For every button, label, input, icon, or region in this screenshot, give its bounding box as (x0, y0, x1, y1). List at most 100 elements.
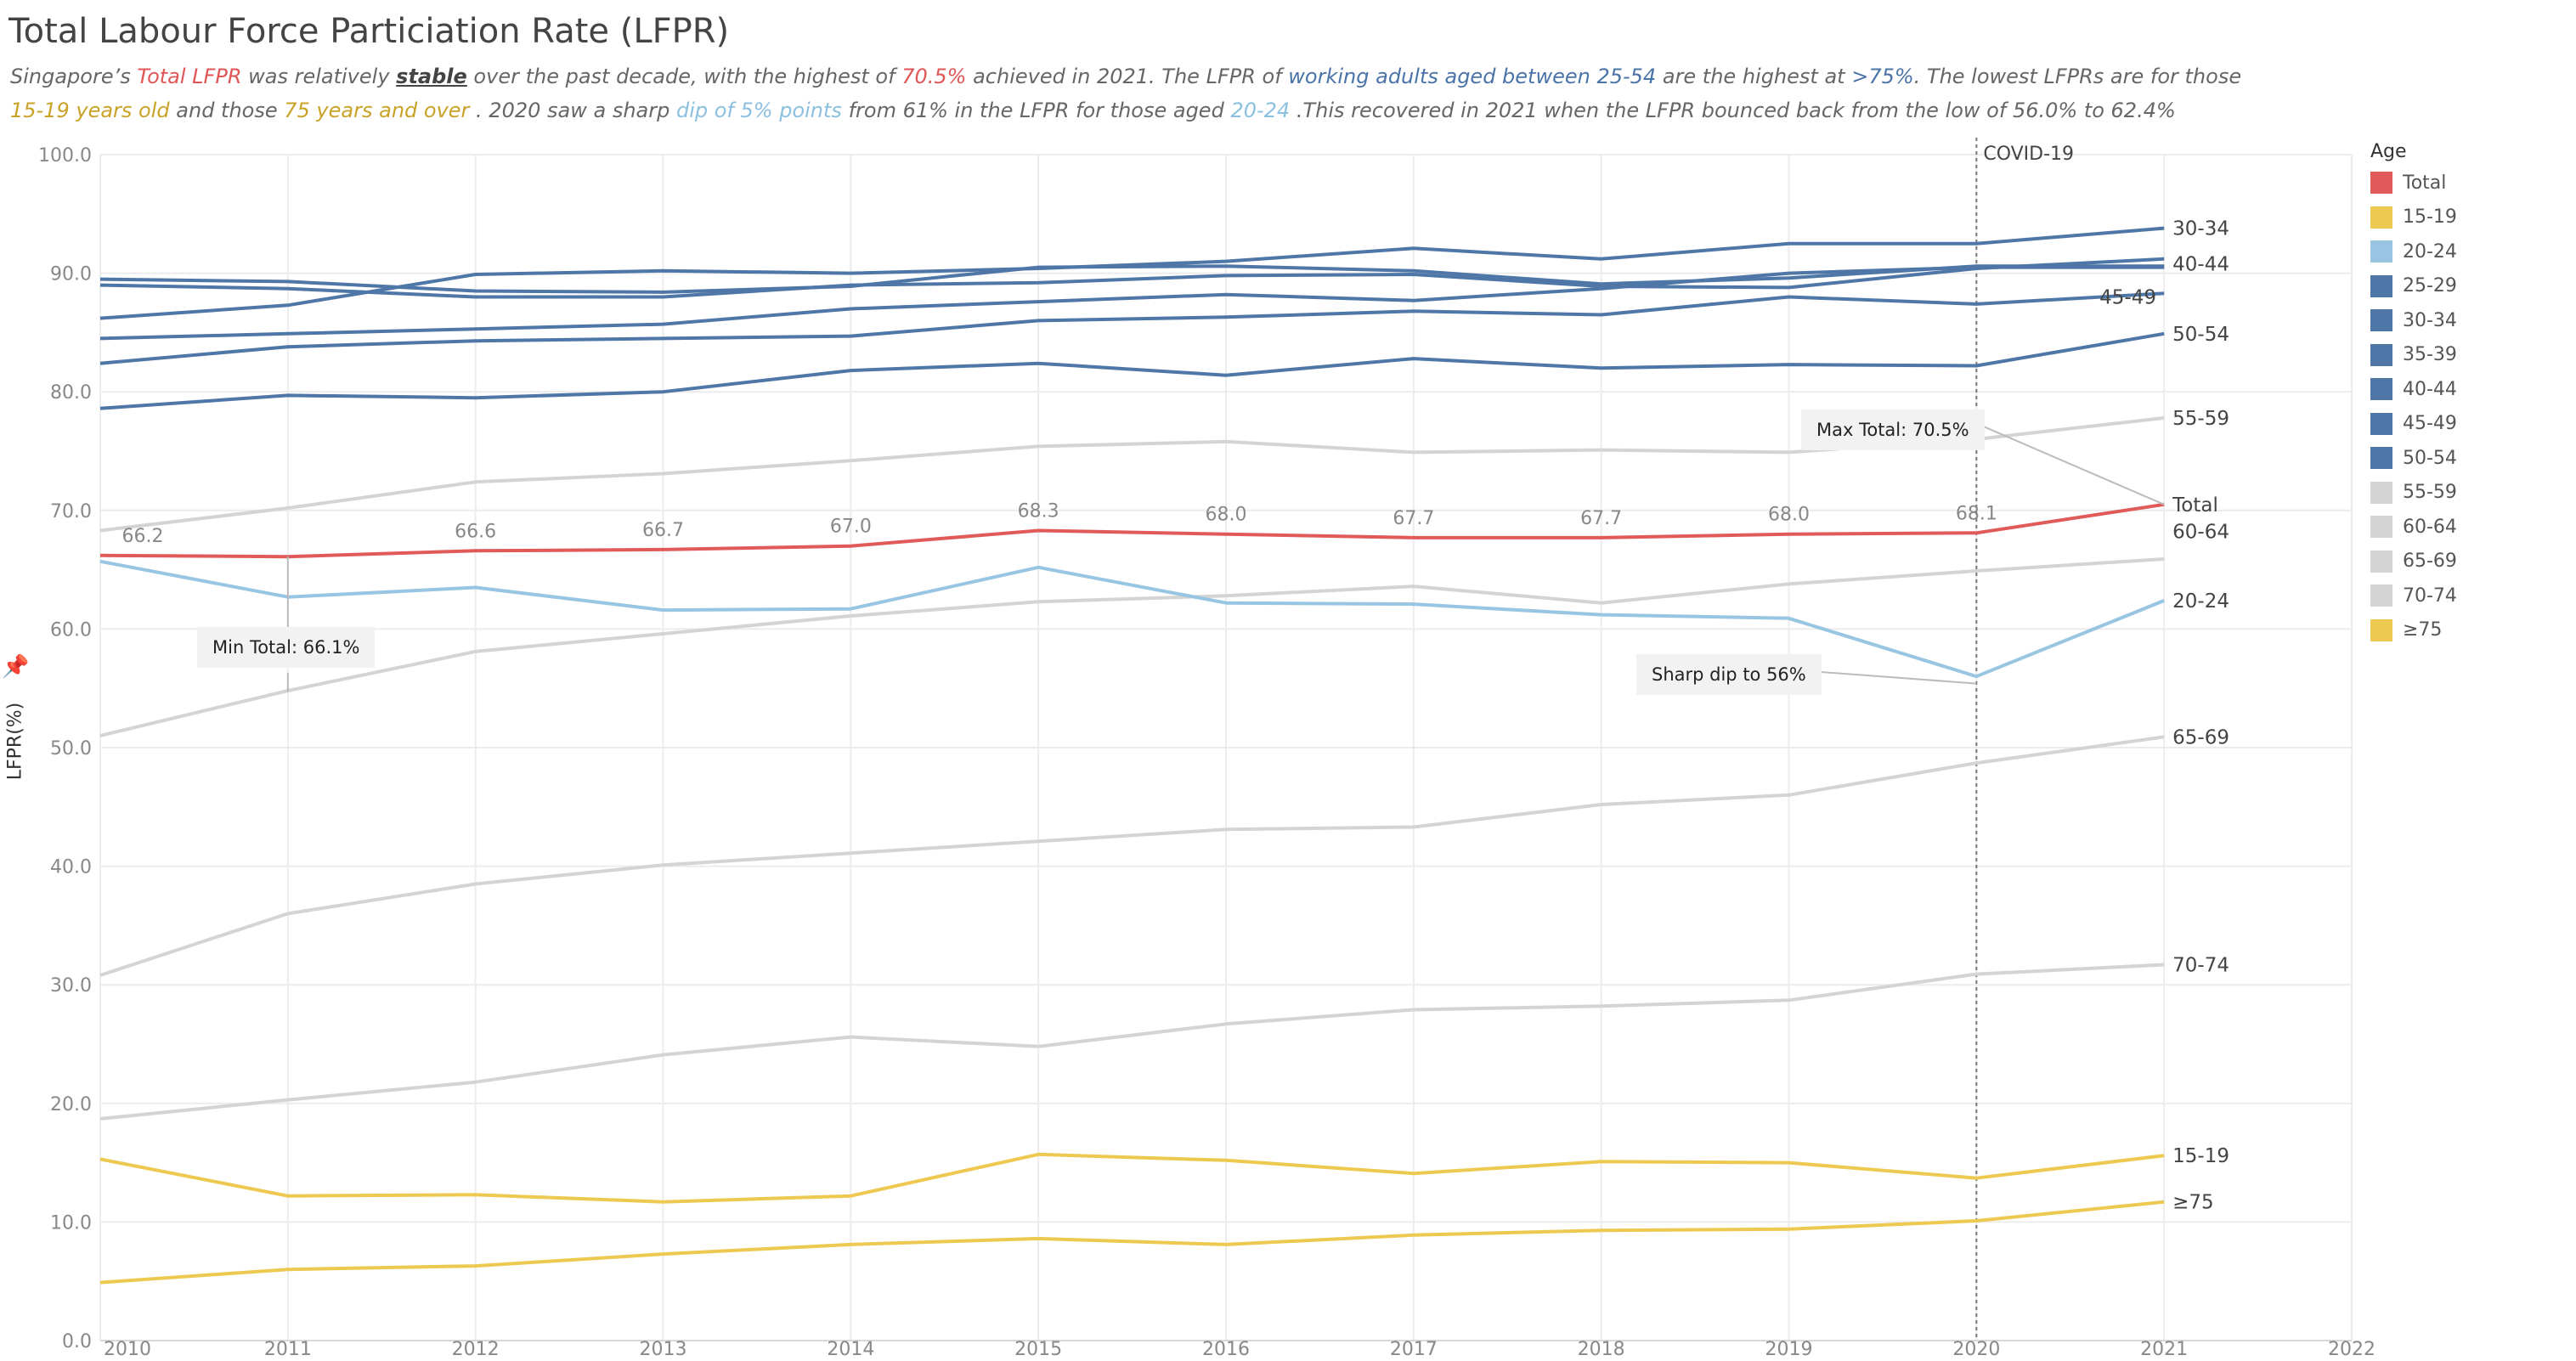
subtitle-line-1: Singapore’s Total LFPR was relatively st… (10, 59, 2355, 93)
x-tick-label: 2017 (1390, 1339, 1438, 1360)
subtitle-highlight-stable: stable (396, 65, 467, 88)
annotation-connectors (286, 424, 2165, 692)
total-point-label: 67.7 (1393, 508, 1434, 529)
legend-swatch (2370, 240, 2392, 263)
legend-swatch (2370, 618, 2392, 641)
end-label-30-34: 30-34 (2172, 218, 2229, 240)
subtitle-highlight-75-over: 75 years and over (284, 99, 470, 122)
annotation-callout: Sharp dip to 56% (1636, 654, 1822, 695)
subtitle-text: are the highest at (1656, 65, 1852, 88)
legend-swatch (2370, 343, 2392, 366)
series-line-20-24 (99, 559, 2165, 679)
total-point-label: 68.0 (1206, 505, 1247, 526)
end-label-65-69: 65-69 (2172, 726, 2229, 748)
total-point-label: 66.2 (122, 526, 164, 547)
legend-items: Total 15-19 20-24 25-29 30-34 35-39 40-44 45-49… (2370, 166, 2457, 647)
legend-swatch (2370, 447, 2392, 470)
y-tick-label: 0.0 (62, 1331, 92, 1353)
y-axis-label-wrap: LFPR(%) (2, 697, 36, 782)
legend-item[interactable]: 20-24 (2370, 234, 2457, 269)
legend-swatch (2370, 550, 2392, 573)
x-tick-label: 2018 (1578, 1339, 1625, 1360)
legend-swatch (2370, 481, 2392, 504)
legend-swatch (2370, 309, 2392, 332)
legend-label: 55-59 (2403, 482, 2457, 504)
series-line-45-49 (99, 291, 2165, 365)
chart-title: Total Labour Force Particiation Rate (LF… (8, 12, 730, 51)
series-line-35-39 (99, 257, 2165, 299)
series-line-40-44 (99, 265, 2165, 341)
legend-label: 15-19 (2403, 206, 2457, 229)
end-label-≥75: ≥75 (2172, 1192, 2214, 1214)
legend-item[interactable]: 45-49 (2370, 407, 2457, 442)
legend-label: 35-39 (2403, 344, 2457, 366)
subtitle-text: Singapore’s (10, 65, 138, 88)
legend-item[interactable]: 30-34 (2370, 303, 2457, 338)
chart-subtitle: Singapore’s Total LFPR was relatively st… (10, 59, 2355, 127)
y-tick-label: 40.0 (50, 857, 92, 878)
legend-label: 40-44 (2403, 378, 2457, 400)
series-line-70-74 (99, 963, 2165, 1121)
x-tick-label: 2010 (104, 1339, 151, 1360)
legend-item[interactable]: 15-19 (2370, 200, 2457, 235)
y-axis-ticks: 0.0 10.0 20.0 30.0 40.0 50.0 60.0 70.0 80.0 90.0 1… (38, 145, 92, 1353)
connector-max (1979, 424, 2165, 505)
legend-item[interactable]: 35-39 (2370, 338, 2457, 373)
covid-label: COVID-19 (1983, 144, 2074, 165)
series-line-25-29 (99, 264, 2165, 294)
legend-swatch (2370, 584, 2392, 607)
legend-item[interactable]: Total (2370, 166, 2457, 200)
end-label-45-49: 45-49 (2099, 287, 2156, 309)
subtitle-highlight-15-19: 15-19 years old (10, 99, 170, 122)
x-axis-ticks: 2010 2011 2012 2013 2014 2015 2016 2017 2018 2019… (104, 1339, 2375, 1360)
subtitle-highlight-max: 70.5% (901, 65, 967, 88)
subtitle-text: . The lowest LFPRs are for those (1913, 65, 2242, 88)
covid-reference-line: COVID-19 (1975, 138, 2074, 1341)
total-point-label: 67.0 (830, 517, 872, 538)
legend-item[interactable]: ≥75 (2370, 613, 2457, 648)
legend-swatch (2370, 274, 2392, 297)
legend-swatch (2370, 516, 2392, 539)
end-label-20-24: 20-24 (2172, 590, 2229, 613)
legend-item[interactable]: 50-54 (2370, 441, 2457, 476)
legend-item[interactable]: 55-59 (2370, 476, 2457, 511)
subtitle-highlight-dip: dip of 5% points (675, 99, 842, 122)
subtitle-highlight-20-24: 20-24 (1230, 99, 1291, 122)
subtitle-text: . 2020 saw a sharp (469, 99, 676, 122)
x-tick-label: 2012 (452, 1339, 500, 1360)
y-tick-label: 60.0 (50, 619, 92, 641)
subtitle-highlight-75: >75% (1851, 65, 1914, 88)
y-tick-label: 10.0 (50, 1212, 92, 1234)
annotation-callout: Max Total: 70.5% (1801, 409, 1985, 450)
total-point-label: 68.1 (1956, 503, 1997, 524)
subtitle-line-2: 15-19 years old and those 75 years and o… (10, 93, 2355, 127)
y-tick-label: 20.0 (50, 1094, 92, 1115)
legend-label: 70-74 (2403, 584, 2457, 607)
x-tick-label: 2011 (264, 1339, 312, 1360)
y-tick-label: 50.0 (50, 738, 92, 760)
legend-label: 20-24 (2403, 240, 2457, 263)
legend-swatch (2370, 378, 2392, 401)
end-label-55-59: 55-59 (2172, 408, 2229, 430)
legend-label: 50-54 (2403, 447, 2457, 469)
legend-item[interactable]: 70-74 (2370, 579, 2457, 613)
legend-item[interactable]: 65-69 (2370, 545, 2457, 579)
end-label-60-64: 60-64 (2172, 522, 2229, 544)
legend-label: 30-34 (2403, 309, 2457, 331)
x-tick-label: 2016 (1202, 1339, 1250, 1360)
legend-item[interactable]: 40-44 (2370, 372, 2457, 407)
legend-title: Age (2370, 141, 2407, 162)
x-tick-label: 2014 (827, 1339, 874, 1360)
pin-icon[interactable]: 📌 (2, 654, 30, 680)
legend-item[interactable]: 60-64 (2370, 510, 2457, 545)
legend-item[interactable]: 25-29 (2370, 269, 2457, 304)
legend-label: ≥75 (2403, 619, 2443, 641)
subtitle-text: and those (169, 99, 285, 122)
legend-swatch (2370, 412, 2392, 435)
y-axis-label: LFPR(%) (4, 702, 26, 781)
end-label-50-54: 50-54 (2172, 324, 2229, 346)
subtitle-highlight-working-adults: working adults aged between 25-54 (1288, 65, 1657, 88)
total-point-label: 68.3 (1018, 501, 1059, 522)
x-tick-label: 2021 (2140, 1339, 2188, 1360)
